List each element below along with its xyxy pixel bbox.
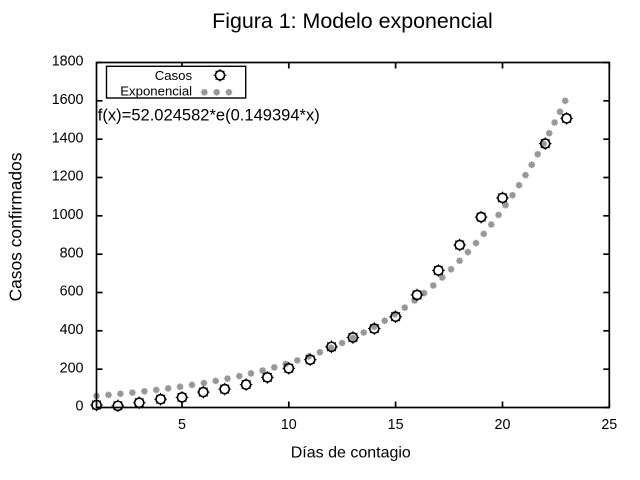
svg-text:Días de contagio: Días de contagio xyxy=(291,444,411,461)
svg-text:20: 20 xyxy=(495,417,511,433)
svg-text:5: 5 xyxy=(178,417,186,433)
svg-text:Exponencial: Exponencial xyxy=(120,83,192,98)
svg-text:Casos confirmados: Casos confirmados xyxy=(5,152,25,301)
svg-text:10: 10 xyxy=(281,417,297,433)
svg-text:1200: 1200 xyxy=(52,169,84,185)
svg-text:1600: 1600 xyxy=(52,92,84,108)
svg-text:200: 200 xyxy=(60,360,84,376)
svg-text:15: 15 xyxy=(388,417,404,433)
svg-text:600: 600 xyxy=(60,284,84,300)
svg-text:1000: 1000 xyxy=(52,207,84,223)
svg-text:0: 0 xyxy=(76,399,84,415)
svg-text:1400: 1400 xyxy=(52,130,84,146)
svg-text:800: 800 xyxy=(60,245,84,261)
svg-text:25: 25 xyxy=(601,417,617,433)
svg-text:400: 400 xyxy=(60,322,84,338)
svg-text:f(x)=52.024582*e(0.149394*x): f(x)=52.024582*e(0.149394*x) xyxy=(98,106,320,125)
svg-text:1800: 1800 xyxy=(52,54,84,70)
svg-text:Casos: Casos xyxy=(155,68,193,83)
svg-text:Figura 1: Modelo exponencial: Figura 1: Modelo exponencial xyxy=(212,9,493,33)
